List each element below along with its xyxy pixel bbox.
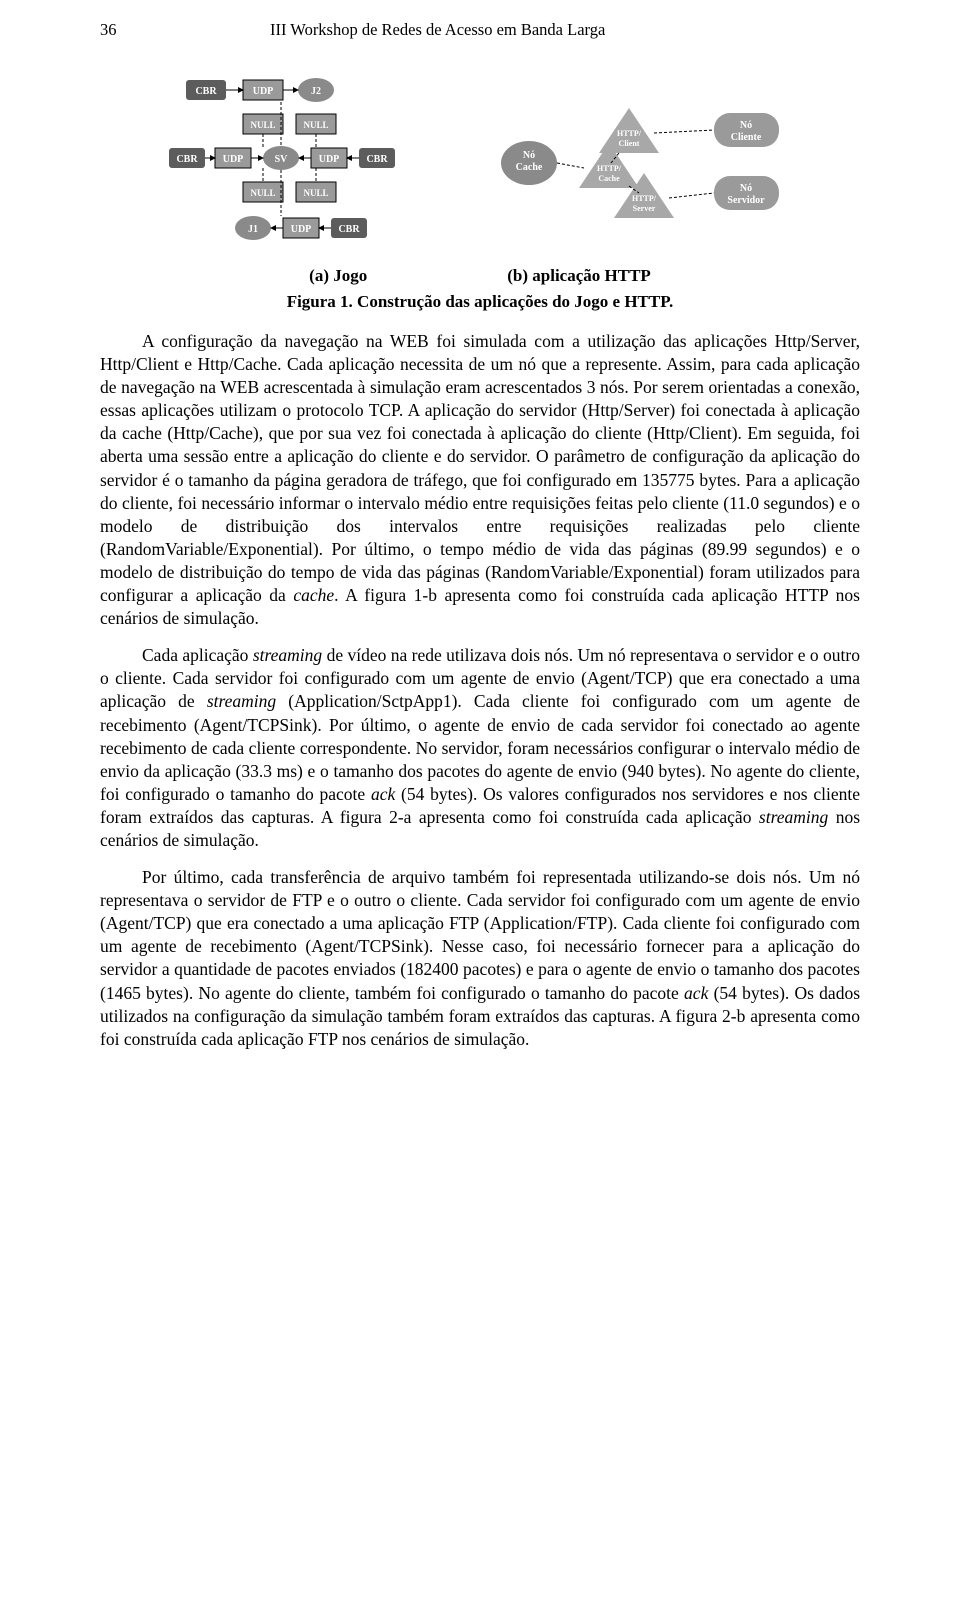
svg-text:Cache: Cache — [516, 162, 543, 173]
p1-text: A configuração da navegação na WEB foi s… — [100, 331, 860, 605]
p2-it3: ack — [371, 784, 395, 804]
svg-text:Server: Server — [633, 204, 656, 213]
svg-text:Nó: Nó — [523, 150, 535, 161]
svg-text:CBR: CBR — [176, 154, 198, 165]
fig-sub-b: (b) aplicação HTTP — [507, 266, 651, 286]
svg-text:NULL: NULL — [303, 188, 328, 198]
svg-text:Cache: Cache — [598, 174, 620, 183]
svg-text:NULL: NULL — [250, 188, 275, 198]
p1-italic: cache — [293, 585, 334, 605]
p2-it1: streaming — [253, 645, 322, 665]
svg-text:HTTP/: HTTP/ — [632, 194, 657, 203]
svg-text:Nó: Nó — [740, 120, 752, 131]
paragraph-1: A configuração da navegação na WEB foi s… — [100, 330, 860, 630]
svg-text:Cliente: Cliente — [731, 132, 762, 143]
label-udp: UDP — [253, 86, 274, 97]
p2-it2: streaming — [207, 691, 276, 711]
svg-text:UDP: UDP — [319, 154, 340, 165]
paragraph-3: Por último, cada transferência de arquiv… — [100, 866, 860, 1051]
figure-1a: CBR UDP J2 NULL NULL CBR UDP SV — [161, 68, 471, 258]
figure-caption: Figura 1. Construção das aplicações do J… — [100, 292, 860, 312]
figure-sub-labels: (a) Jogo (b) aplicação HTTP — [100, 266, 860, 286]
label-sv: SV — [275, 154, 289, 165]
fig-sub-a: (a) Jogo — [309, 266, 367, 286]
label-j1: J1 — [248, 224, 258, 235]
header-title: III Workshop de Redes de Acesso em Banda… — [140, 20, 860, 40]
figure-1: CBR UDP J2 NULL NULL CBR UDP SV — [100, 68, 860, 258]
figure-1b: Nó Cache HTTP/ Client HTTP/ Cache HTTP/ … — [489, 68, 799, 258]
label-j2: J2 — [311, 86, 321, 97]
svg-text:Servidor: Servidor — [727, 195, 765, 206]
p3-it1: ack — [684, 983, 708, 1003]
page-container: 36 III Workshop de Redes de Acesso em Ba… — [0, 0, 960, 1105]
label-cbr: CBR — [195, 86, 217, 97]
p2-it4: streaming — [759, 807, 828, 827]
svg-text:HTTP/: HTTP/ — [597, 164, 622, 173]
svg-text:Nó: Nó — [740, 183, 752, 194]
svg-text:UDP: UDP — [223, 154, 244, 165]
paragraph-2: Cada aplicação streaming de vídeo na red… — [100, 644, 860, 852]
svg-text:HTTP/: HTTP/ — [617, 129, 642, 138]
running-header: 36 III Workshop de Redes de Acesso em Ba… — [100, 20, 860, 40]
svg-text:Client: Client — [619, 139, 640, 148]
label-null2: NULL — [303, 120, 328, 130]
svg-text:UDP: UDP — [291, 224, 312, 235]
page-number: 36 — [100, 20, 140, 40]
svg-text:CBR: CBR — [338, 224, 360, 235]
svg-text:CBR: CBR — [366, 154, 388, 165]
p2a: Cada aplicação — [142, 645, 253, 665]
label-null: NULL — [250, 120, 275, 130]
